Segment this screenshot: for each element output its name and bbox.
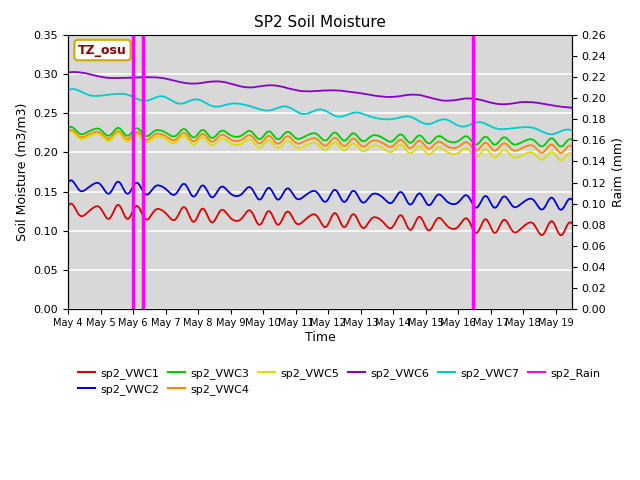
Y-axis label: Soil Moisture (m3/m3): Soil Moisture (m3/m3) xyxy=(15,103,28,241)
Y-axis label: Raim (mm): Raim (mm) xyxy=(612,137,625,207)
Text: TZ_osu: TZ_osu xyxy=(78,44,127,57)
Legend: sp2_VWC1, sp2_VWC2, sp2_VWC3, sp2_VWC4, sp2_VWC5, sp2_VWC6, sp2_VWC7, sp2_Rain: sp2_VWC1, sp2_VWC2, sp2_VWC3, sp2_VWC4, … xyxy=(74,363,605,400)
Title: SP2 Soil Moisture: SP2 Soil Moisture xyxy=(254,15,386,30)
X-axis label: Time: Time xyxy=(305,331,335,344)
